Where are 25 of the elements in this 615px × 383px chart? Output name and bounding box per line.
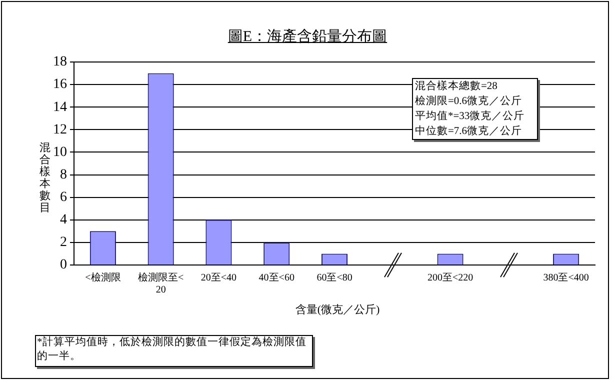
x-tick-label: 20至<40 (200, 272, 237, 284)
x-tick-label: <檢測限 (85, 272, 121, 284)
annotation: 混合樣本總數=28 (415, 79, 498, 94)
y-tick-label: 16 (53, 77, 67, 92)
x-tick-label: 40至<60 (258, 272, 294, 284)
y-tick-label: 8 (60, 167, 67, 182)
x-tick-label: 檢測限至<20 (138, 272, 184, 296)
y-tick-label: 0 (60, 258, 67, 273)
annotation: 檢測限=0.6微克／公斤 (415, 94, 524, 109)
chart-title: 圖E：海產含鉛量分布圖 (226, 28, 388, 46)
y-tick-label: 14 (53, 100, 67, 115)
x-tick-label: 200至<220 (427, 272, 474, 284)
y-tick-label: 4 (60, 212, 67, 228)
y-tick-label: 18 (53, 54, 67, 70)
annotation: 平均值*=33微克／公斤 (415, 109, 526, 124)
y-tick-label: 2 (60, 235, 67, 250)
y-tick-label: 6 (60, 190, 67, 206)
y-tick-label: 12 (53, 122, 67, 138)
x-tick-label: 380至<400 (543, 272, 589, 284)
annotation: 中位數=7.6微克／公斤 (415, 124, 524, 139)
y-tick-label: 10 (53, 144, 67, 160)
text: *計算平均值時，低於檢測限的數值一律假定為檢測限值的一半。 (37, 336, 311, 364)
y-axis-title: 混合樣本數目 (38, 142, 52, 214)
x-axis-title: 含量(微克／公斤) (294, 303, 381, 317)
x-tick-label: 60至<80 (316, 272, 352, 284)
